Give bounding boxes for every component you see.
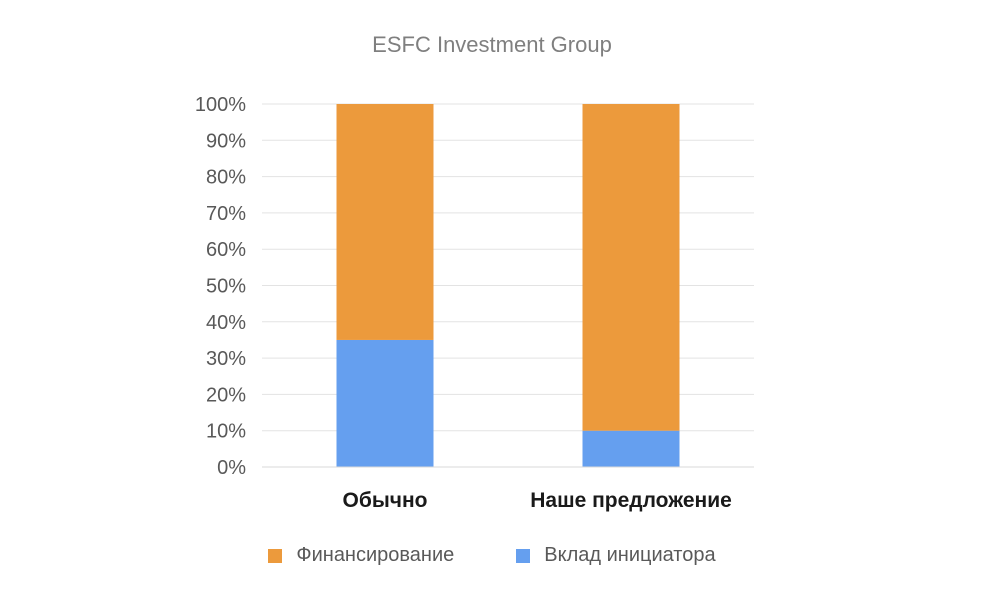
legend-label-financing: Финансирование <box>296 544 455 566</box>
y-tick-label: 60% <box>206 239 246 261</box>
legend-item-financing: Финансирование <box>268 544 454 567</box>
y-tick-label: 0% <box>217 457 246 479</box>
y-tick-label: 90% <box>206 130 246 152</box>
y-tick-label: 40% <box>206 312 246 334</box>
bar-segment-financing <box>582 104 680 431</box>
y-tick-label: 30% <box>206 348 246 370</box>
bar-segment-contribution <box>582 430 680 467</box>
bar-segment-financing <box>336 104 434 340</box>
x-category-label: Обычно <box>343 489 428 512</box>
y-tick-label: 70% <box>206 203 246 225</box>
legend-label-contribution: Вклад инициатора <box>544 544 716 566</box>
legend-item-contribution: Вклад инициатора <box>516 544 716 567</box>
y-tick-label: 80% <box>206 167 246 189</box>
legend-swatch-financing <box>268 548 283 563</box>
bar-segment-contribution <box>336 339 434 467</box>
x-category-label: Наше предложение <box>530 489 732 512</box>
y-tick-label: 20% <box>206 384 246 406</box>
chart-title: ESFC Investment Group <box>372 32 612 57</box>
y-tick-label: 50% <box>206 276 246 298</box>
y-tick-label: 100% <box>195 94 246 116</box>
y-tick-label: 10% <box>206 421 246 443</box>
legend: Финансирование Вклад инициатора <box>0 544 984 567</box>
legend-swatch-contribution <box>516 548 531 563</box>
